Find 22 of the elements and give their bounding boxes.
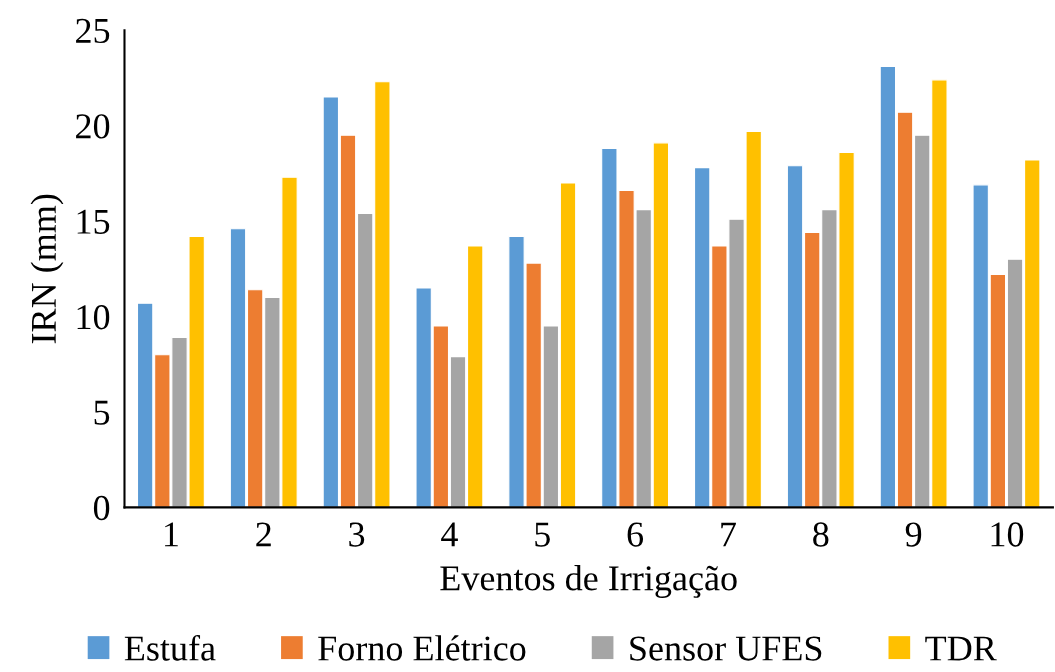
x-tick-label: 1: [165, 522, 178, 547]
y-tick-label: 5: [94, 400, 110, 425]
x-tick-label: 7: [721, 522, 736, 547]
x-tick-label: 3: [349, 522, 365, 547]
x-tick-label: 8: [813, 522, 829, 547]
x-axis-title: Eventos de Irrigação: [440, 565, 737, 598]
x-tick-label: 5: [535, 522, 550, 547]
legend-label: Sensor UFES: [630, 636, 822, 661]
y-tick-label: 0: [93, 495, 110, 521]
y-axis-title: IRN (mm): [30, 194, 64, 344]
legend-label: Estufa: [124, 634, 216, 661]
y-tick-label: 15: [77, 209, 110, 234]
y-tick-label: 20: [76, 114, 110, 139]
x-tick-label: 9: [905, 522, 922, 547]
legend-label: TDR: [925, 636, 997, 661]
x-tick-label: 2: [256, 522, 271, 547]
y-tick-label: 10: [77, 305, 110, 330]
x-tick-label: 10: [991, 522, 1024, 547]
x-tick-label: 6: [627, 522, 644, 547]
x-tick-label: 4: [441, 522, 458, 547]
y-tick-label: 25: [76, 18, 110, 44]
legend-label: Forno Elétrico: [318, 635, 526, 661]
